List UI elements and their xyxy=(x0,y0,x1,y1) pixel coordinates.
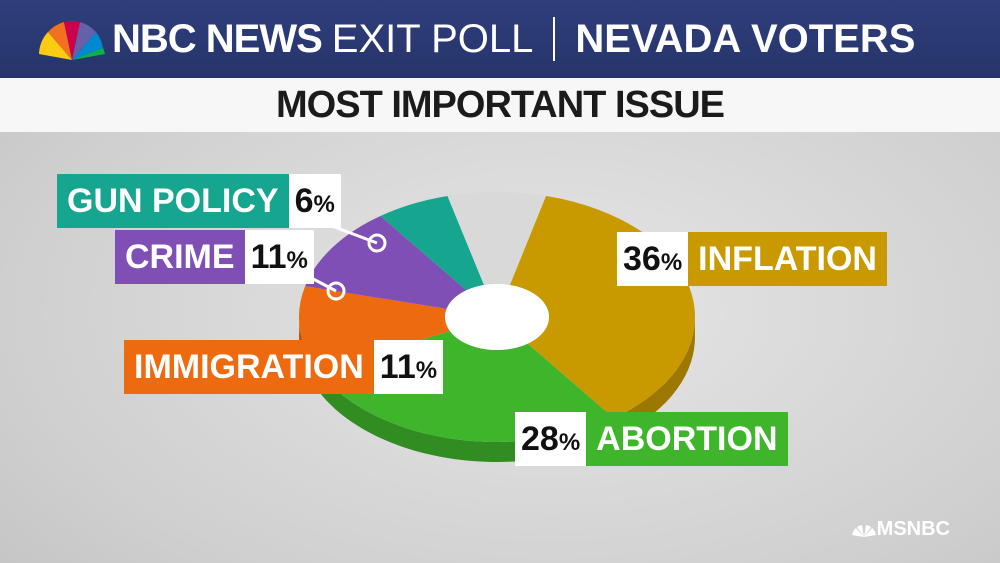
label-value: 6% xyxy=(288,174,341,228)
msnbc-logo: MSNBC xyxy=(851,518,950,541)
title-bar xyxy=(0,78,1000,132)
label-crime: CRIME 11% xyxy=(115,230,314,284)
location-label: NEVADA VOTERS xyxy=(575,16,916,61)
label-value: 36% xyxy=(617,232,689,286)
label-name: GUN POLICY xyxy=(57,174,289,228)
peacock-icon xyxy=(851,524,876,537)
label-immigration: IMMIGRATION 11% xyxy=(124,340,444,394)
brand-title: NBC NEWS EXIT POLL NEVADA VOTERS xyxy=(112,14,915,64)
slice-gun-policy xyxy=(380,195,485,291)
label-name: CRIME xyxy=(115,230,245,284)
label-inflation: 36% INFLATION xyxy=(617,232,887,286)
network-name: MSNBC xyxy=(876,518,950,540)
label-name: ABORTION xyxy=(586,412,788,466)
label-name: INFLATION xyxy=(688,232,887,286)
donut-hole xyxy=(445,284,549,350)
peacock-icon xyxy=(39,21,105,60)
poll-type: EXIT POLL xyxy=(331,16,534,61)
label-value: 28% xyxy=(515,412,587,466)
label-value: 11% xyxy=(373,340,444,394)
leader-dot-crime xyxy=(326,281,346,301)
header-divider xyxy=(553,17,556,61)
label-gun-policy: GUN POLICY 6% xyxy=(57,174,341,228)
leader-dot-gun-policy xyxy=(367,233,387,253)
header-bar xyxy=(0,0,1000,78)
label-name: IMMIGRATION xyxy=(124,340,374,394)
slice-crime xyxy=(305,215,467,309)
label-value: 11% xyxy=(244,230,314,284)
brand-name: NBC NEWS xyxy=(112,16,323,61)
chart-title: MOST IMPORTANT ISSUE xyxy=(276,84,725,126)
label-abortion: 28% ABORTION xyxy=(515,412,788,466)
slice-other xyxy=(447,192,546,286)
